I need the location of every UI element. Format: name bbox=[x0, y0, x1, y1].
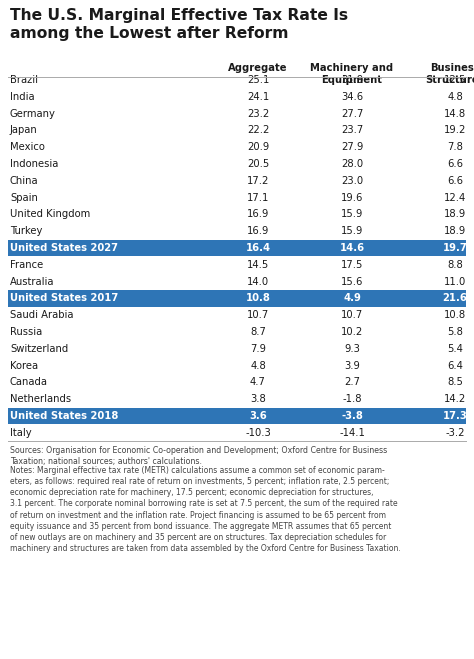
Text: 18.9: 18.9 bbox=[444, 226, 466, 236]
Text: 10.2: 10.2 bbox=[341, 327, 363, 337]
Text: 8.7: 8.7 bbox=[250, 327, 266, 337]
Text: 8.8: 8.8 bbox=[447, 260, 463, 270]
Text: 14.5: 14.5 bbox=[247, 260, 269, 270]
Text: 11.0: 11.0 bbox=[444, 277, 466, 287]
Text: 3.8: 3.8 bbox=[250, 394, 266, 404]
Text: Netherlands: Netherlands bbox=[10, 394, 71, 404]
Text: Mexico: Mexico bbox=[10, 142, 45, 152]
Text: Notes: Marginal effective tax rate (METR) calculations assume a common set of ec: Notes: Marginal effective tax rate (METR… bbox=[10, 466, 401, 553]
Text: 17.5: 17.5 bbox=[341, 260, 363, 270]
Text: Spain: Spain bbox=[10, 192, 38, 202]
Text: Machinery and
Equipment: Machinery and Equipment bbox=[310, 63, 393, 84]
Text: 10.8: 10.8 bbox=[444, 310, 466, 320]
Text: 27.7: 27.7 bbox=[341, 109, 363, 119]
Text: 34.6: 34.6 bbox=[341, 92, 363, 101]
Text: 16.9: 16.9 bbox=[247, 210, 269, 219]
Text: 20.5: 20.5 bbox=[247, 159, 269, 169]
Text: Korea: Korea bbox=[10, 360, 38, 370]
Text: 21.6: 21.6 bbox=[443, 293, 467, 303]
Text: 4.7: 4.7 bbox=[250, 378, 266, 387]
Text: 10.7: 10.7 bbox=[247, 310, 269, 320]
Text: Business
Structures: Business Structures bbox=[425, 63, 474, 84]
Text: 4.8: 4.8 bbox=[447, 92, 463, 101]
Text: 17.3: 17.3 bbox=[443, 411, 467, 421]
Text: 5.4: 5.4 bbox=[447, 344, 463, 354]
Text: 19.7: 19.7 bbox=[443, 243, 467, 253]
Text: Germany: Germany bbox=[10, 109, 56, 119]
Text: 23.2: 23.2 bbox=[247, 109, 269, 119]
Text: United States 2018: United States 2018 bbox=[10, 411, 118, 421]
Text: Aggregate: Aggregate bbox=[228, 63, 288, 73]
Text: 3.9: 3.9 bbox=[344, 360, 360, 370]
Text: 12.5: 12.5 bbox=[444, 75, 466, 85]
Text: 23.0: 23.0 bbox=[341, 176, 363, 186]
Text: Indonesia: Indonesia bbox=[10, 159, 58, 169]
Text: 12.4: 12.4 bbox=[444, 192, 466, 202]
Text: 6.6: 6.6 bbox=[447, 176, 463, 186]
Text: Russia: Russia bbox=[10, 327, 42, 337]
Text: 15.9: 15.9 bbox=[341, 226, 363, 236]
Text: China: China bbox=[10, 176, 38, 186]
Text: 28.0: 28.0 bbox=[341, 159, 363, 169]
Text: -14.1: -14.1 bbox=[339, 428, 365, 438]
Text: The U.S. Marginal Effective Tax Rate Is
among the Lowest after Reform: The U.S. Marginal Effective Tax Rate Is … bbox=[10, 8, 348, 41]
Text: -3.8: -3.8 bbox=[341, 411, 363, 421]
Text: 2.7: 2.7 bbox=[344, 378, 360, 387]
Text: Turkey: Turkey bbox=[10, 226, 42, 236]
Text: Sources: Organisation for Economic Co-operation and Development; Oxford Centre f: Sources: Organisation for Economic Co-op… bbox=[10, 446, 387, 467]
Text: 6.6: 6.6 bbox=[447, 159, 463, 169]
Bar bbox=[8, 290, 466, 307]
Text: 17.2: 17.2 bbox=[247, 176, 269, 186]
Text: 7.8: 7.8 bbox=[447, 142, 463, 152]
Text: -1.8: -1.8 bbox=[342, 394, 362, 404]
Text: France: France bbox=[10, 260, 43, 270]
Text: United States 2017: United States 2017 bbox=[10, 293, 118, 303]
Text: 10.7: 10.7 bbox=[341, 310, 363, 320]
Text: Saudi Arabia: Saudi Arabia bbox=[10, 310, 73, 320]
Text: 31.9: 31.9 bbox=[341, 75, 363, 85]
Text: 16.9: 16.9 bbox=[247, 226, 269, 236]
Text: 4.8: 4.8 bbox=[250, 360, 266, 370]
Text: 8.5: 8.5 bbox=[447, 378, 463, 387]
Text: 14.6: 14.6 bbox=[339, 243, 365, 253]
Text: 20.9: 20.9 bbox=[247, 142, 269, 152]
Text: 14.0: 14.0 bbox=[247, 277, 269, 287]
Text: Canada: Canada bbox=[10, 378, 48, 387]
Bar bbox=[8, 408, 466, 424]
Text: 7.9: 7.9 bbox=[250, 344, 266, 354]
Text: 25.1: 25.1 bbox=[247, 75, 269, 85]
Text: 17.1: 17.1 bbox=[247, 192, 269, 202]
Text: 3.6: 3.6 bbox=[249, 411, 267, 421]
Text: United States 2027: United States 2027 bbox=[10, 243, 118, 253]
Text: 5.8: 5.8 bbox=[447, 327, 463, 337]
Text: 24.1: 24.1 bbox=[247, 92, 269, 101]
Bar bbox=[8, 240, 466, 256]
Text: 14.8: 14.8 bbox=[444, 109, 466, 119]
Text: Switzerland: Switzerland bbox=[10, 344, 68, 354]
Text: Brazil: Brazil bbox=[10, 75, 38, 85]
Text: 23.7: 23.7 bbox=[341, 125, 363, 135]
Text: 4.9: 4.9 bbox=[343, 293, 361, 303]
Text: -3.2: -3.2 bbox=[445, 428, 465, 438]
Text: 22.2: 22.2 bbox=[247, 125, 269, 135]
Text: United Kingdom: United Kingdom bbox=[10, 210, 90, 219]
Text: India: India bbox=[10, 92, 35, 101]
Text: Italy: Italy bbox=[10, 428, 32, 438]
Text: -10.3: -10.3 bbox=[245, 428, 271, 438]
Text: 9.3: 9.3 bbox=[344, 344, 360, 354]
Text: 14.2: 14.2 bbox=[444, 394, 466, 404]
Text: 18.9: 18.9 bbox=[444, 210, 466, 219]
Text: 27.9: 27.9 bbox=[341, 142, 363, 152]
Text: 19.6: 19.6 bbox=[341, 192, 363, 202]
Text: 16.4: 16.4 bbox=[246, 243, 271, 253]
Text: 10.8: 10.8 bbox=[246, 293, 271, 303]
Text: 6.4: 6.4 bbox=[447, 360, 463, 370]
Text: 15.6: 15.6 bbox=[341, 277, 363, 287]
Text: Japan: Japan bbox=[10, 125, 38, 135]
Text: 19.2: 19.2 bbox=[444, 125, 466, 135]
Text: Australia: Australia bbox=[10, 277, 55, 287]
Text: 15.9: 15.9 bbox=[341, 210, 363, 219]
